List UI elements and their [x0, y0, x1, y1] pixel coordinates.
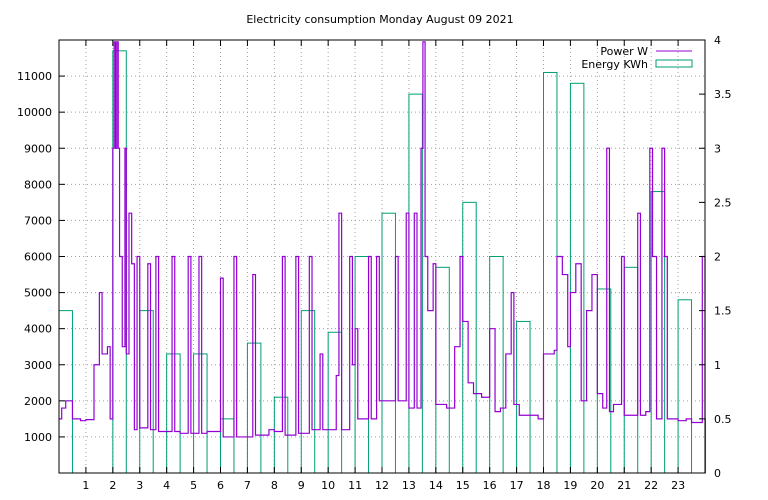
- y2-tick-label: 0.5: [714, 413, 732, 426]
- y-tick-label: 1000: [24, 431, 52, 444]
- x-tick-label: 4: [163, 479, 170, 492]
- energy-bar: [408, 93, 423, 474]
- x-tick-label: 19: [563, 479, 577, 492]
- x-tick-label: 1: [82, 479, 89, 492]
- energy-bar: [246, 342, 262, 474]
- y-tick-label: 8000: [24, 178, 52, 191]
- energy-bar: [623, 266, 639, 474]
- x-tick-label: 2: [109, 479, 116, 492]
- energy-bar: [569, 82, 585, 474]
- energy-bar: [58, 310, 73, 474]
- x-tick-label: 11: [348, 479, 362, 492]
- energy-bar: [435, 266, 450, 474]
- x-tick-label: 13: [402, 479, 416, 492]
- legend-label-power: Power W: [600, 45, 648, 58]
- chart-title: Electricity consumption Monday August 09…: [246, 13, 513, 26]
- y-tick-label: 2000: [24, 395, 52, 408]
- energy-bar: [596, 288, 612, 474]
- x-tick-label: 8: [271, 479, 278, 492]
- energy-bar: [543, 71, 558, 474]
- x-tick-label: 17: [510, 479, 524, 492]
- energy-bar: [112, 50, 127, 474]
- x-tick-label: 15: [456, 479, 470, 492]
- x-tick-label: 5: [190, 479, 197, 492]
- y2-tick-label: 0: [714, 467, 721, 480]
- energy-bar: [677, 299, 693, 474]
- y-tick-label: 4000: [24, 323, 52, 336]
- x-tick-label: 22: [644, 479, 658, 492]
- x-tick-label: 20: [590, 479, 604, 492]
- y-tick-label: 7000: [24, 214, 52, 227]
- x-tick-label: 18: [537, 479, 551, 492]
- energy-bar: [381, 212, 396, 474]
- energy-bar: [220, 418, 235, 474]
- energy-bar: [327, 331, 343, 474]
- x-tick-label: 12: [375, 479, 389, 492]
- legend-swatch-energy: [655, 59, 693, 68]
- legend: Power W Energy KWh: [581, 45, 693, 71]
- y2-tick-label: 3: [714, 142, 721, 155]
- y-tick-label: 5000: [24, 287, 52, 300]
- x-tick-label: 9: [298, 479, 305, 492]
- energy-bar: [516, 320, 531, 474]
- y-tick-label: 6000: [24, 251, 52, 264]
- energy-bar: [193, 353, 208, 474]
- x-tick-label: 3: [136, 479, 143, 492]
- energy-bar: [139, 310, 154, 474]
- y2-tick-label: 2: [714, 251, 721, 264]
- energy-bar: [300, 310, 316, 474]
- y2-tick-label: 2.5: [714, 196, 732, 209]
- energy-bar: [166, 353, 181, 474]
- x-tick-label: 7: [244, 479, 251, 492]
- power-series: [59, 41, 706, 438]
- y2-tick-label: 3.5: [714, 88, 732, 101]
- x-tick-label: 16: [483, 479, 497, 492]
- y2-tick-label: 1.5: [714, 305, 732, 318]
- y-tick-label: 3000: [24, 359, 52, 372]
- x-tick-label: 6: [217, 479, 224, 492]
- legend-label-energy: Energy KWh: [581, 58, 648, 71]
- x-tick-label: 23: [671, 479, 685, 492]
- axes: 1 2 3 4 5 6 7 8 9 10 11 12 13 14 15 16 17 18 19 20 21 22 23100…: [17, 34, 732, 492]
- y-tick-label: 11000: [17, 70, 52, 83]
- y-tick-label: 9000: [24, 142, 52, 155]
- energy-bar: [462, 201, 477, 474]
- y-tick-label: 10000: [17, 106, 52, 119]
- y2-tick-label: 4: [714, 34, 721, 47]
- energy-bar: [650, 191, 666, 474]
- y2-tick-label: 1: [714, 359, 721, 372]
- x-tick-label: 21: [617, 479, 631, 492]
- energy-bar: [354, 256, 370, 474]
- x-tick-label: 10: [321, 479, 335, 492]
- x-tick-label: 14: [429, 479, 443, 492]
- power-line: [59, 41, 706, 438]
